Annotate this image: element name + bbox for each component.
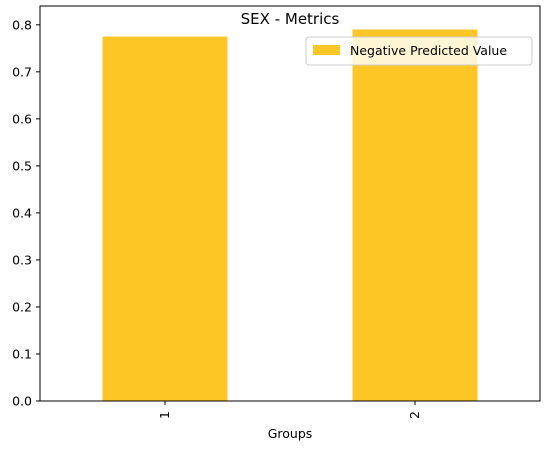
x-tick-label: 1 [157,411,172,419]
y-tick-label: 0.6 [12,111,32,126]
chart-title: SEX - Metrics [241,10,340,28]
bar-1 [102,36,228,401]
x-tick-label: 2 [407,411,422,419]
y-tick-label: 0.4 [12,205,32,220]
x-axis-label: Groups [268,426,313,441]
y-tick-label: 0.8 [12,17,32,32]
y-axis: 0.0 0.1 0.2 0.3 0.4 0.5 0.6 0.7 0.8 [12,17,40,409]
bars-layer [102,29,478,402]
y-tick-label: 0.2 [12,299,32,314]
bar-2 [352,29,478,402]
y-tick-label: 0.0 [12,394,32,409]
y-tick-label: 0.7 [12,64,32,79]
plot-frame [39,5,541,402]
legend-box [305,36,533,66]
legend: Negative Predicted Value [305,36,533,66]
y-tick-label: 0.3 [12,252,32,267]
y-tick-label: 0.5 [12,158,32,173]
legend-swatch [313,45,340,55]
y-tick-label: 0.1 [12,346,32,361]
legend-label: Negative Predicted Value [350,43,507,58]
